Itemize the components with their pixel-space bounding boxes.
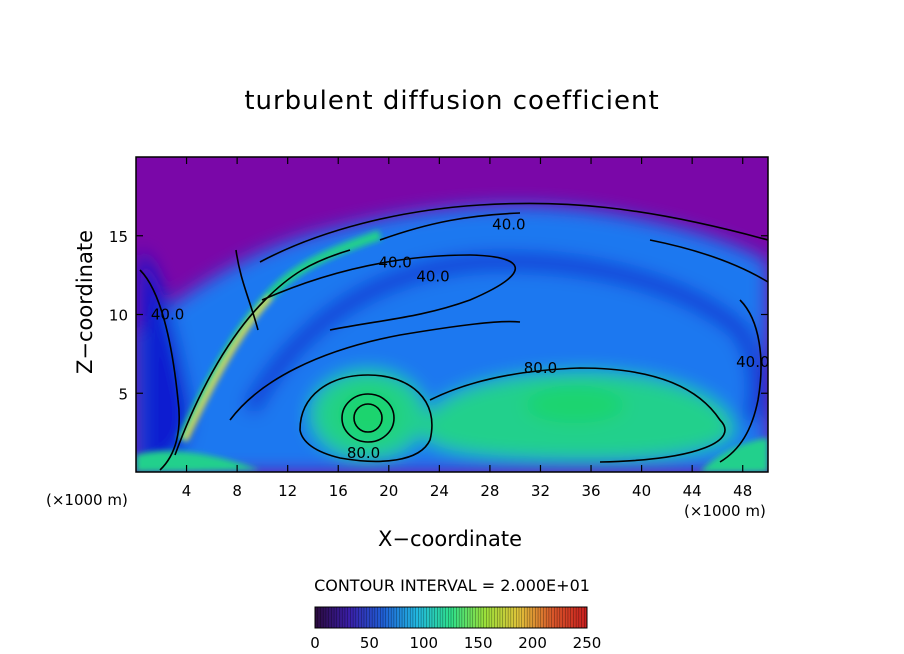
y-axis-label: Z−coordinate [73, 230, 97, 374]
x-tick-label: 28 [480, 482, 499, 500]
contour-label: 40.0 [378, 254, 411, 272]
field-eddy-peak [338, 390, 398, 440]
x-tick-label: 8 [232, 482, 242, 500]
x-tick-label: 4 [182, 482, 192, 500]
colorbar-tick-label: 200 [518, 634, 547, 652]
field-peak-east [525, 387, 625, 423]
field-low-band [243, 254, 765, 424]
y-tick-label: 10 [109, 307, 128, 325]
heatmap-field: 40.0 40.0 40.0 80.0 80.0 40.0 40.0 [136, 157, 769, 472]
contour-line [261, 254, 517, 331]
colorbar-tick-label: 250 [573, 634, 602, 652]
x-tick-label: 36 [581, 482, 600, 500]
x-tick-label: 44 [683, 482, 702, 500]
contour-label: 40.0 [151, 306, 184, 324]
contour-line [429, 367, 726, 463]
x-unit-left: (×1000 m) [46, 491, 128, 509]
x-tick-label: 40 [632, 482, 651, 500]
colorbar-frame [314, 606, 588, 629]
colorbar-stripes [314, 607, 588, 628]
contour-line [353, 403, 383, 433]
colorbar-tick-label: 100 [409, 634, 438, 652]
contour-line [379, 212, 521, 241]
contour-line [649, 239, 768, 283]
field-ground-east [700, 438, 768, 472]
colorbar-tick-label: 0 [310, 634, 320, 652]
x-tick-label: 12 [278, 482, 297, 500]
field-ground-layer [136, 450, 260, 472]
contour-line [259, 202, 768, 263]
contour-labels: 40.0 40.0 40.0 80.0 80.0 40.0 40.0 [151, 216, 769, 462]
contour-line [719, 299, 762, 463]
contour-label: 40.0 [416, 268, 449, 286]
field-left-column [140, 250, 191, 470]
contour-interval-text: CONTOUR INTERVAL = 2.000E+01 [314, 576, 590, 595]
y-tick-label: 5 [118, 385, 128, 403]
contour-line [235, 249, 259, 331]
contour-line [139, 269, 180, 471]
colorbar-ticks: 0 50 100 150 200 250 [310, 634, 601, 652]
x-unit-right: (×1000 m) [684, 502, 766, 520]
contour-line [174, 249, 351, 456]
x-axis-label: X−coordinate [378, 527, 522, 551]
x-tick-label: 32 [531, 482, 550, 500]
chart-title: turbulent diffusion coefficient [244, 86, 660, 116]
x-tick-label: 20 [379, 482, 398, 500]
contour-line [299, 374, 433, 463]
contour-line [229, 320, 521, 421]
colorbar-tick-label: 50 [360, 634, 379, 652]
contour-line [341, 393, 395, 443]
contour-label: 40.0 [736, 353, 769, 371]
x-tick-label: 24 [430, 482, 449, 500]
y-tick-label: 15 [109, 228, 128, 246]
x-tick-label: 16 [329, 482, 348, 500]
contour-label: 80.0 [524, 359, 557, 377]
x-tick-label: 48 [733, 482, 752, 500]
contour-label: 40.0 [492, 216, 525, 234]
colorbar-tick-label: 150 [464, 634, 493, 652]
field-shear-hot [184, 296, 272, 441]
contour-lines [139, 202, 768, 471]
contour-label: 80.0 [347, 444, 380, 462]
